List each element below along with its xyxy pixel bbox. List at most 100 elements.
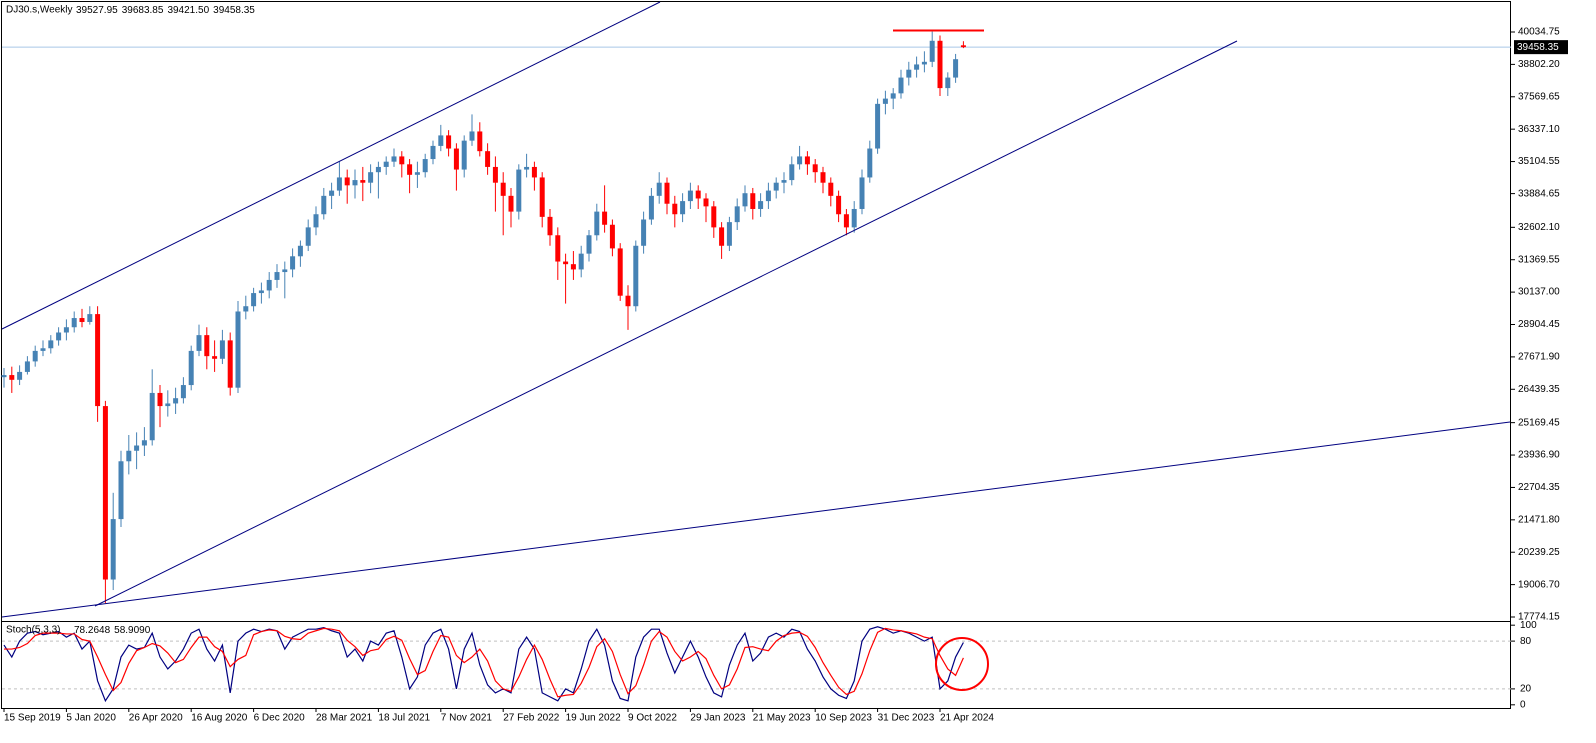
candle-body [804,156,810,165]
indicator-line [4,627,964,698]
candle-body [204,335,210,357]
candle-body [750,193,756,209]
candle-body [890,93,896,99]
x-tick-label: 16 Aug 2020 [191,713,248,724]
header-value: 39421.50 [167,5,209,16]
candle-body [180,385,186,399]
candle-body [165,403,171,407]
indicator-line [3,626,964,703]
candle-body [461,140,467,170]
candle-body [687,190,693,202]
indicator-label: Stoch(5,3,3) [6,625,60,636]
candle-body [836,195,842,215]
candle-body [914,64,920,70]
candle-body [765,190,771,202]
candle-body [102,406,108,580]
candle-body [344,177,350,186]
candle-body [672,203,678,215]
candle-body [867,148,873,178]
x-tick-label: 21 Apr 2024 [940,713,994,724]
x-tick-label: 19 Jun 2022 [566,713,621,724]
candle-body [453,148,459,170]
plot [1,31,1515,712]
candle-body [570,264,576,270]
candle-body [1,375,7,378]
frame [1,1,1511,709]
y-tick-label: 33884.65 [1518,188,1560,199]
x-tick-label: 10 Sep 2023 [815,713,872,724]
candle-body [953,59,959,78]
candle-body [118,461,124,520]
candle-body [336,177,342,191]
y-tick-label: 20239.25 [1518,547,1560,558]
y-tick-label: 36337.10 [1518,124,1560,135]
candle-body [149,392,155,441]
candle-body [258,290,264,294]
candle-body [110,519,116,580]
indicator-tick-label: 0 [1520,699,1526,710]
current-price-label: 39458.35 [1517,42,1559,53]
y-tick-label: 35104.55 [1518,156,1560,167]
candle-body [79,318,85,322]
y-tick-label: 27671.90 [1518,352,1560,363]
indicator-readout: 78.2648 58.9090 [74,625,151,636]
indicator-readout-value: 58.9090 [114,625,151,636]
candle-body [266,279,272,291]
candle-body [602,211,608,225]
candle-body [360,180,366,183]
candle-body [539,177,545,217]
y-tick-label: 28904.45 [1518,319,1560,330]
x-tick-label: 27 Feb 2022 [503,713,560,724]
candle-body [789,164,795,181]
candle-body [485,151,491,167]
x-tick-label: 6 Dec 2020 [254,713,306,724]
candle-body [586,235,592,254]
y-tick-label: 37569.65 [1518,91,1560,102]
y-tick-label: 22704.35 [1518,482,1560,493]
candle-body [711,206,717,228]
candle-body [882,98,888,104]
candle-body [227,340,233,388]
candle-body [797,156,803,165]
candle-body [680,201,686,215]
candle-body [851,208,857,228]
candle-body [734,206,740,223]
lower-channel-line [94,40,1238,607]
candle-body [921,61,927,65]
candle-body [87,314,93,322]
candle-body [742,193,748,207]
candle-body [95,314,101,407]
candle-body [32,350,38,362]
y-tick-label: 31369.55 [1518,254,1560,265]
header-value: 39683.85 [122,5,164,16]
candle-body [609,224,615,249]
candle-body [773,182,779,191]
x-tick-label: 28 Mar 2021 [316,713,373,724]
candle-body [368,172,374,183]
candle-body [812,164,818,173]
symbol: DJ30.s,Weekly [6,5,73,16]
indicator-tick-label: 20 [1520,684,1532,695]
x-tick-label: 15 Sep 2019 [4,713,61,724]
candle-body [196,335,202,351]
candle-body [251,293,257,307]
candle-body [641,219,647,246]
candle-body [274,272,280,280]
x-tick-label: 7 Nov 2021 [441,713,493,724]
candle-body [63,327,69,333]
candle-body [235,311,241,388]
candle-body [352,180,358,186]
candle-body [648,195,654,220]
candle-body [329,190,335,196]
candle-body [563,261,569,265]
candle-body [469,131,475,141]
y-tick-label: 32602.10 [1518,222,1560,233]
candle-body [625,295,631,307]
candle-body [937,40,943,89]
candle-body [555,235,561,262]
x-tick-label: 18 Jul 2021 [378,713,430,724]
highlight-circle [935,637,989,691]
candle-body [859,177,865,209]
